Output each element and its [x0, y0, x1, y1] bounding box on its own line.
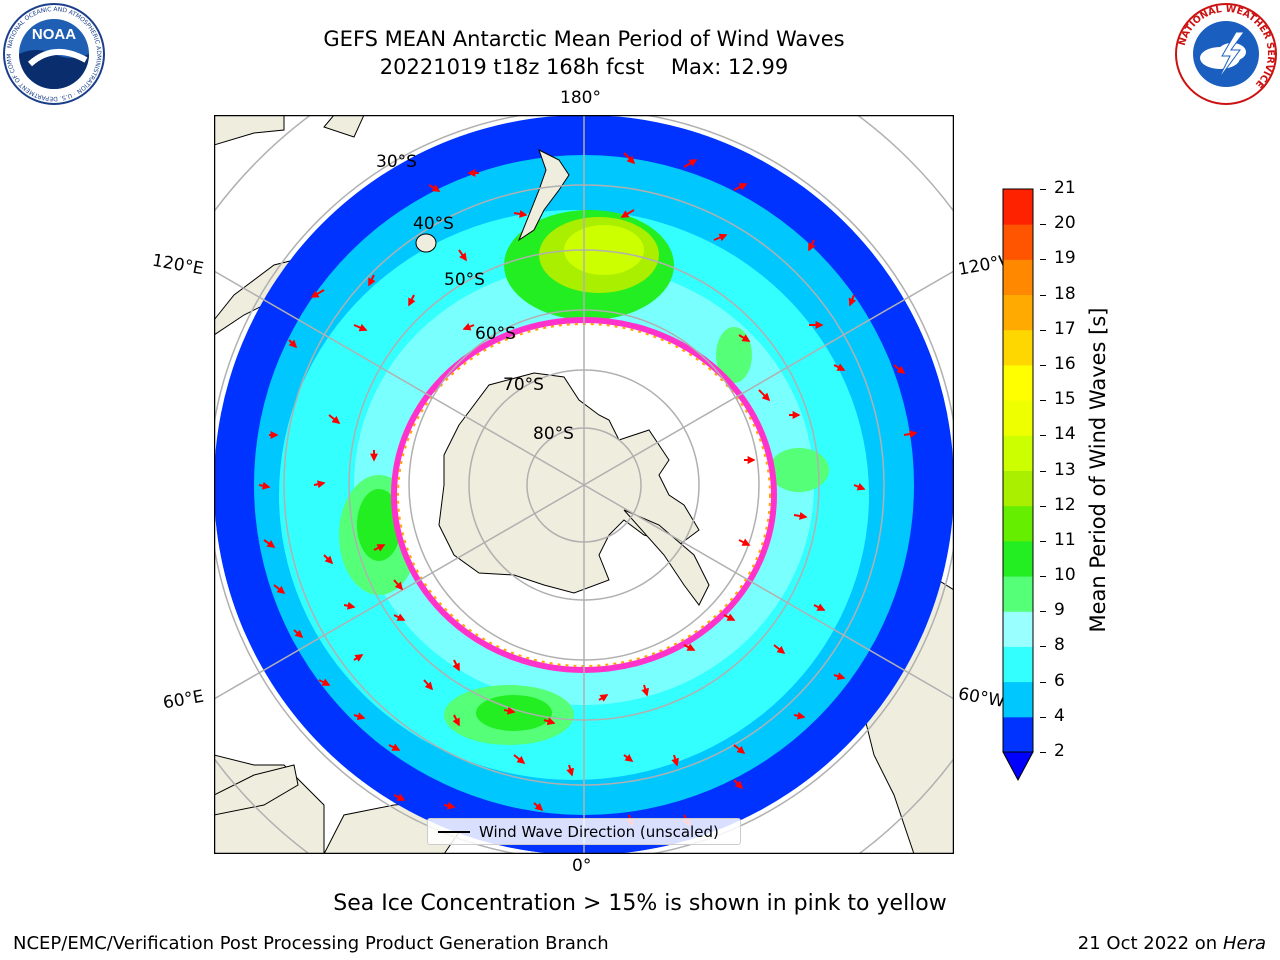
colorbar-tick	[1040, 681, 1046, 683]
colorbar-tick-label: 9	[1054, 600, 1065, 621]
colorbar-band	[1003, 435, 1033, 471]
footer-credit: NCEP/EMC/Verification Post Processing Pr…	[13, 933, 609, 954]
colorbar-band	[1003, 364, 1033, 401]
map-legend: Wind Wave Direction (unscaled)	[427, 818, 741, 845]
colorbar-tick-label: 16	[1054, 353, 1076, 374]
footer-date-text: 21 Oct 2022 on	[1077, 933, 1223, 954]
colorbar-tick	[1040, 259, 1046, 261]
colorbar-band	[1003, 259, 1033, 296]
lat-label-60s: 60°S	[475, 324, 516, 344]
colorbar-tick	[1040, 224, 1046, 226]
lon-label-180: 180°	[560, 88, 601, 108]
colorbar-tick-label: 12	[1054, 494, 1076, 515]
lat-label-50s: 50°S	[444, 270, 485, 290]
colorbar-band	[1003, 540, 1033, 577]
colorbar-tick-label: 18	[1054, 283, 1076, 304]
polar-map	[214, 115, 954, 854]
colorbar-tick	[1040, 435, 1046, 437]
colorbar-tick	[1040, 646, 1046, 648]
nws-logo: NATIONAL WEATHER SERVICE	[1175, 3, 1277, 105]
colorbar-band	[1003, 189, 1033, 225]
legend-label: Wind Wave Direction (unscaled)	[479, 823, 719, 841]
colorbar-tick	[1040, 611, 1046, 613]
colorbar-band	[1003, 646, 1033, 683]
colorbar-band	[1003, 716, 1033, 753]
colorbar-band	[1003, 470, 1033, 507]
map-subtitle: 20221019 t18z 168h fcst Max: 12.99	[379, 55, 789, 79]
colorbar-band	[1003, 400, 1033, 436]
colorbar-tick	[1040, 329, 1046, 331]
lat-label-70s: 70°S	[503, 375, 544, 395]
tasmania	[415, 233, 437, 253]
colorbar-band	[1003, 294, 1033, 331]
lat-label-30s: 30°S	[376, 152, 417, 172]
legend-line-swatch	[438, 831, 470, 833]
noaa-logo: NOAA NATIONAL OCEANIC AND ATMOSPHERIC AD…	[2, 2, 105, 105]
colorbar-under-arrow	[1002, 751, 1034, 782]
colorbar-tick-label: 13	[1054, 459, 1076, 480]
noaa-logo-text: NOAA	[32, 26, 76, 43]
lon-label-120e: 120°E	[150, 250, 206, 280]
colorbar-band	[1003, 224, 1033, 260]
colorbar-tick-label: 20	[1054, 213, 1076, 234]
caption-text: Sea Ice Concentration > 15% is shown in …	[333, 891, 947, 916]
lat-label-40s: 40°S	[413, 214, 454, 234]
new-zealand	[517, 149, 570, 242]
colorbar-tick-label: 21	[1054, 178, 1076, 198]
graticule	[214, 115, 954, 854]
colorbar-band	[1003, 329, 1033, 366]
antarctic-peninsula	[623, 509, 710, 606]
colorbar-tick	[1040, 505, 1046, 507]
colorbar-tick-label: 19	[1054, 248, 1076, 269]
colorbar-tick-label: 2	[1054, 741, 1065, 761]
colorbar-tick-label: 14	[1054, 424, 1076, 445]
colorbar-tick-label: 4	[1054, 705, 1065, 726]
colorbar-tick-label: 11	[1054, 529, 1076, 550]
colorbar-tick	[1040, 294, 1046, 296]
footer-system: Hera	[1222, 933, 1266, 954]
colorbar-tick	[1040, 716, 1046, 718]
colorbar-tick	[1040, 470, 1046, 472]
wind-wave-arrows	[258, 152, 918, 827]
colorbar-tick	[1040, 576, 1046, 578]
colorbar-tick-label: 15	[1054, 389, 1076, 410]
map-frame	[214, 115, 954, 854]
colorbar-tick	[1040, 364, 1046, 366]
colorbar-tick-label: 8	[1054, 635, 1065, 656]
colorbar-band	[1003, 611, 1033, 647]
colorbar-tick-label: 10	[1054, 565, 1076, 586]
colorbar-band	[1003, 576, 1033, 612]
caption: Sea Ice Concentration > 15% is shown in …	[0, 891, 1280, 916]
colorbar-tick	[1040, 400, 1046, 402]
lon-label-0: 0°	[572, 856, 592, 876]
colorbar-band	[1003, 681, 1033, 718]
colorbar-label: Mean Period of Wind Waves [s]	[1086, 307, 1110, 633]
colorbar-tick	[1040, 752, 1046, 753]
lon-label-60e: 60°E	[161, 686, 206, 714]
map-title: GEFS MEAN Antarctic Mean Period of Wind …	[323, 27, 845, 51]
lat-label-80s: 80°S	[533, 424, 574, 444]
colorbar-tick	[1040, 189, 1046, 190]
colorbar-band	[1003, 505, 1033, 542]
colorbar-tick-label: 17	[1054, 318, 1076, 339]
footer-date: 21 Oct 2022 on Hera	[1078, 933, 1266, 954]
colorbar-tick	[1040, 540, 1046, 542]
colorbar-tick-label: 6	[1054, 670, 1065, 691]
colorbar	[1002, 188, 1034, 782]
